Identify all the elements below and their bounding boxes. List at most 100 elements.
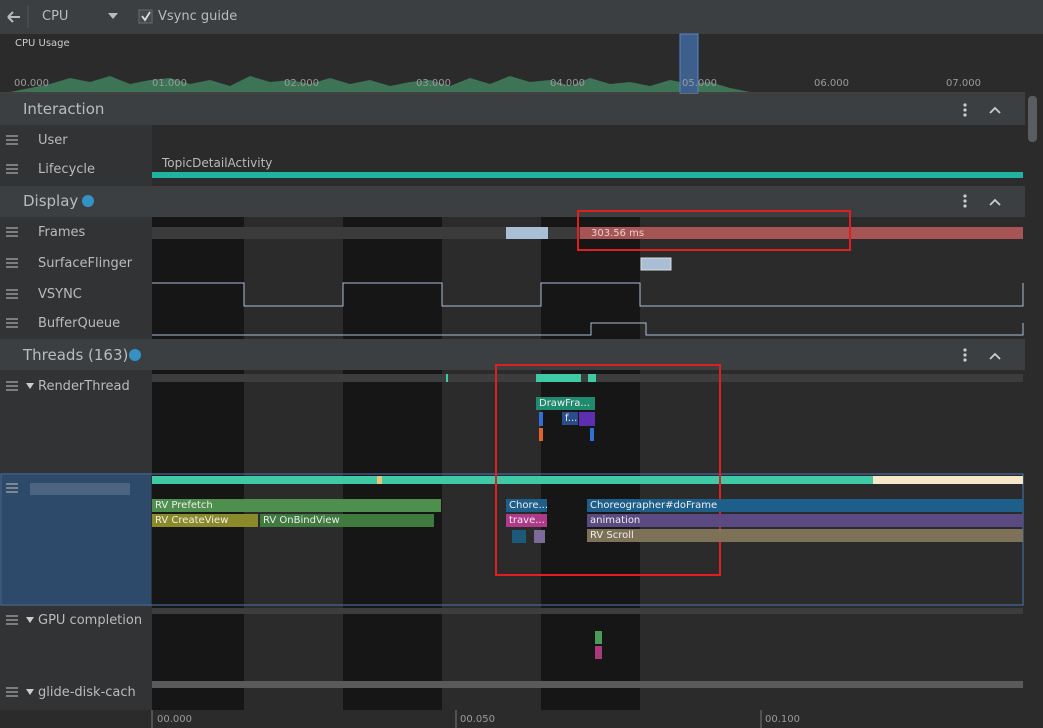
row-label: BufferQueue — [38, 316, 121, 331]
section-title: Interaction — [23, 100, 105, 118]
thread-state-runnable — [873, 476, 1023, 484]
cpu-usage-label: CPU Usage — [15, 38, 70, 49]
menu-dot[interactable] — [963, 103, 967, 107]
expand-arrow[interactable] — [26, 383, 34, 389]
cpu-tick-label: 03.000 — [416, 78, 451, 89]
frame — [506, 227, 548, 239]
slice[interactable]: RV Scroll — [587, 529, 1023, 542]
row-label: Frames — [38, 225, 86, 240]
vsync-wave — [152, 282, 1024, 307]
help-icon[interactable] — [129, 349, 141, 361]
cpu-tick-label: 02.000 — [284, 78, 319, 89]
collapse-icon[interactable] — [989, 352, 1001, 360]
thread-state — [152, 681, 1023, 688]
collapse-icon[interactable] — [989, 106, 1001, 114]
drag-handle[interactable] — [6, 381, 18, 391]
surfaceflinger-slice — [640, 257, 672, 271]
slice[interactable]: DrawFra... — [536, 397, 595, 410]
toolbar-bg — [0, 0, 1043, 34]
menu-dot[interactable] — [963, 358, 967, 362]
selected-thread-label-bg[interactable] — [2, 475, 151, 604]
drag-handle[interactable] — [6, 318, 18, 328]
checkbox[interactable] — [138, 9, 153, 24]
thread-state-running — [588, 374, 596, 382]
drag-handle[interactable] — [6, 483, 18, 493]
slice[interactable]: Choreographer#doFrame — [587, 499, 1023, 512]
row-label: VSYNC — [38, 287, 82, 302]
menu-dot[interactable] — [963, 353, 967, 357]
section-title: Display — [23, 192, 79, 210]
thread-state-running — [536, 374, 581, 382]
highlight-box — [495, 364, 721, 576]
slice[interactable]: RV CreateView — [152, 514, 258, 527]
menu-dot[interactable] — [963, 199, 967, 203]
thread-state-waiting — [377, 476, 382, 484]
slice — [579, 412, 595, 426]
drag-handle[interactable] — [6, 289, 18, 299]
label-column — [0, 125, 152, 186]
section-title: Threads (163) — [23, 346, 129, 364]
menu-dot[interactable] — [963, 108, 967, 112]
drag-handle[interactable] — [6, 615, 18, 625]
slice — [512, 530, 526, 543]
scrollbar-track — [1025, 94, 1043, 728]
selector[interactable]: CPU — [42, 9, 69, 24]
menu-dot[interactable] — [963, 194, 967, 198]
drag-handle[interactable] — [6, 687, 18, 697]
cpu-tick-label: 06.000 — [814, 78, 849, 89]
drag-handle[interactable] — [6, 135, 18, 145]
frame-janky[interactable] — [580, 227, 1023, 239]
cpu-tick-label: 04.000 — [550, 78, 585, 89]
cpu-tick-label: 05.000 — [682, 78, 717, 89]
drag-handle[interactable] — [6, 227, 18, 237]
row-label: SurfaceFlinger — [38, 256, 133, 271]
frame-duration: 303.56 ms — [591, 228, 645, 239]
help-icon[interactable] — [82, 195, 94, 207]
slice[interactable]: animation — [587, 514, 1023, 527]
time-tick-label: 00.100 — [765, 714, 800, 725]
row-label: RenderThread — [38, 379, 130, 394]
slice[interactable]: trave... — [506, 514, 547, 527]
selected-thread-border — [0, 473, 1024, 606]
cpu-usage-area — [10, 76, 750, 92]
slice — [539, 428, 543, 441]
slice[interactable]: RV Prefetch — [152, 499, 441, 512]
section-header-bg — [0, 94, 1025, 125]
row-label: Lifecycle — [38, 162, 96, 177]
drag-handles — [6, 135, 18, 697]
cpu-tick-label: 07.000 — [946, 78, 981, 89]
slice — [595, 646, 602, 659]
drag-handle[interactable] — [6, 164, 18, 174]
cpu-tick-label: 01.000 — [152, 78, 187, 89]
frames-bar — [152, 227, 580, 239]
slice — [534, 530, 545, 543]
label-column — [0, 217, 152, 339]
row-label: glide-disk-cach — [38, 685, 136, 700]
vsync-guide[interactable]: Vsync guide — [158, 9, 238, 24]
section-icons — [82, 103, 1001, 362]
menu-dot[interactable] — [963, 204, 967, 208]
menu-dot[interactable] — [963, 348, 967, 352]
slice — [590, 428, 594, 441]
slice[interactable]: f... — [562, 412, 578, 425]
slice — [539, 412, 543, 426]
lifecycle-event[interactable]: TopicDetailActivity — [162, 156, 273, 170]
expand-arrow[interactable] — [26, 617, 34, 623]
checkmark — [141, 11, 151, 22]
time-tick-label: 00.050 — [460, 714, 495, 725]
drag-handle[interactable] — [6, 258, 18, 268]
thread-state-running — [152, 476, 1023, 484]
slice[interactable]: Chore... — [506, 499, 547, 512]
collapse-icon[interactable] — [989, 198, 1001, 206]
menu-dot[interactable] — [963, 113, 967, 117]
cpu-tick-label: 00.000 — [14, 78, 49, 89]
scrollbar-thumb[interactable] — [1028, 96, 1037, 142]
vsync-stripes — [152, 217, 640, 710]
stripe — [343, 370, 442, 710]
back-icon[interactable] — [7, 11, 20, 23]
slice[interactable]: RV OnBindView — [260, 514, 434, 527]
dropdown-arrow[interactable] — [108, 13, 118, 19]
expand-arrow[interactable] — [26, 689, 34, 695]
